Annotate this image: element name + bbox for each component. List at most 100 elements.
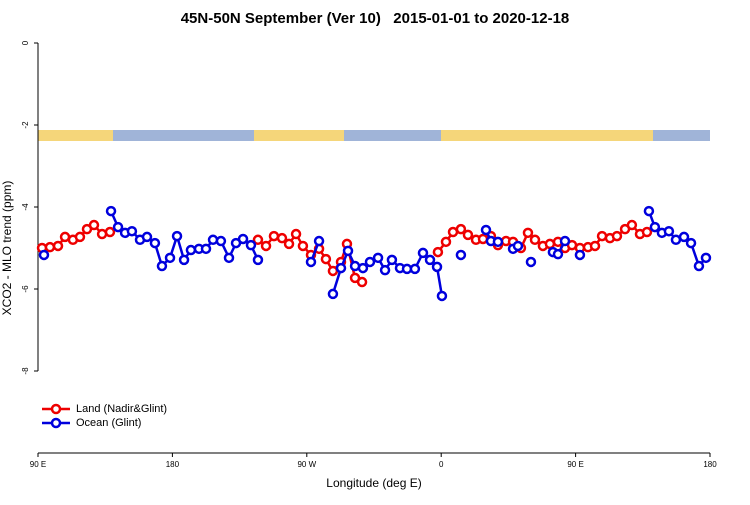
data-point bbox=[105, 205, 117, 217]
data-point bbox=[462, 229, 474, 241]
legend-marker bbox=[50, 417, 62, 429]
data-point bbox=[327, 265, 339, 277]
data-point bbox=[171, 230, 183, 242]
y-tick-label: -2 bbox=[21, 121, 30, 129]
data-point bbox=[149, 237, 161, 249]
data-point bbox=[74, 231, 86, 243]
data-point bbox=[670, 234, 682, 246]
data-point bbox=[663, 225, 675, 237]
data-point bbox=[237, 233, 249, 245]
legend-label: Land (Nadir&Glint) bbox=[76, 403, 167, 415]
data-point bbox=[207, 234, 219, 246]
data-point bbox=[252, 254, 264, 266]
data-point bbox=[626, 219, 638, 231]
data-point bbox=[200, 243, 212, 255]
data-point bbox=[409, 263, 421, 275]
data-point bbox=[424, 254, 436, 266]
x-tick-label: 90 E bbox=[30, 460, 46, 469]
data-point bbox=[260, 240, 272, 252]
data-point bbox=[342, 245, 354, 257]
data-point bbox=[297, 240, 309, 252]
data-point bbox=[455, 249, 467, 261]
data-point bbox=[305, 256, 317, 268]
x-tick-label: 180 bbox=[166, 460, 180, 469]
x-tick-label: 90 W bbox=[297, 460, 316, 469]
data-point bbox=[611, 230, 623, 242]
x-tick-label: 0 bbox=[439, 460, 444, 469]
ocean-strip bbox=[653, 130, 710, 141]
data-point bbox=[327, 288, 339, 300]
data-point bbox=[52, 240, 64, 252]
data-point bbox=[455, 223, 467, 235]
data-point bbox=[372, 252, 384, 264]
data-point bbox=[223, 252, 235, 264]
data-point bbox=[276, 232, 288, 244]
data-point bbox=[525, 256, 537, 268]
data-point bbox=[544, 238, 556, 250]
data-point bbox=[440, 236, 452, 248]
data-point bbox=[112, 221, 124, 233]
y-axis-label: XCO2 - MLO trend (ppm) bbox=[0, 181, 14, 316]
legend: Land (Nadir&Glint) Ocean (Glint) bbox=[42, 403, 167, 429]
data-point bbox=[356, 276, 368, 288]
data-point bbox=[641, 226, 653, 238]
data-point bbox=[678, 231, 690, 243]
data-point bbox=[643, 205, 655, 217]
x-tick-label: 180 bbox=[703, 460, 717, 469]
data-point bbox=[552, 248, 564, 260]
data-point bbox=[164, 252, 176, 264]
ocean-strip bbox=[113, 130, 254, 141]
data-point bbox=[290, 228, 302, 240]
y-tick-label: 0 bbox=[21, 40, 30, 45]
data-point bbox=[364, 256, 376, 268]
data-point bbox=[685, 237, 697, 249]
data-point bbox=[335, 262, 347, 274]
x-axis-label: Longitude (deg E) bbox=[326, 476, 421, 490]
data-point bbox=[574, 249, 586, 261]
data-point bbox=[417, 247, 429, 259]
y-tick-label: -8 bbox=[21, 367, 30, 375]
data-point bbox=[431, 261, 443, 273]
data-point bbox=[313, 235, 325, 247]
map-strip bbox=[38, 130, 710, 141]
chart-title: 45N-50N September (Ver 10) 2015-01-01 to… bbox=[181, 10, 570, 27]
data-point bbox=[700, 252, 712, 264]
data-point bbox=[283, 238, 295, 250]
data-point bbox=[693, 260, 705, 272]
x-tick-label: 90 E bbox=[567, 460, 583, 469]
data-point bbox=[529, 234, 541, 246]
data-point bbox=[178, 254, 190, 266]
data-point bbox=[252, 234, 264, 246]
data-point bbox=[215, 235, 227, 247]
data-point bbox=[141, 231, 153, 243]
data-point bbox=[44, 241, 56, 253]
data-point bbox=[38, 249, 50, 261]
ocean-strip bbox=[344, 130, 441, 141]
data-point bbox=[649, 221, 661, 233]
data-point bbox=[268, 230, 280, 242]
data-point bbox=[512, 240, 524, 252]
y-tick-label: -6 bbox=[21, 285, 30, 293]
data-point bbox=[357, 262, 369, 274]
data-point bbox=[320, 253, 332, 265]
data-point bbox=[245, 239, 257, 251]
data-point bbox=[104, 226, 116, 238]
data-point bbox=[589, 240, 601, 252]
data-point bbox=[492, 236, 504, 248]
legend-marker bbox=[50, 403, 62, 415]
data-point bbox=[386, 254, 398, 266]
data-point bbox=[185, 244, 197, 256]
data-point bbox=[522, 227, 534, 239]
data-point bbox=[88, 219, 100, 231]
legend-label: Ocean (Glint) bbox=[76, 417, 141, 429]
data-point bbox=[156, 260, 168, 272]
data-point bbox=[379, 264, 391, 276]
data-point bbox=[436, 290, 448, 302]
data-point bbox=[126, 225, 138, 237]
data-point bbox=[480, 224, 492, 236]
data-point bbox=[559, 235, 571, 247]
y-tick-label: -4 bbox=[21, 203, 30, 211]
data-point bbox=[432, 246, 444, 258]
